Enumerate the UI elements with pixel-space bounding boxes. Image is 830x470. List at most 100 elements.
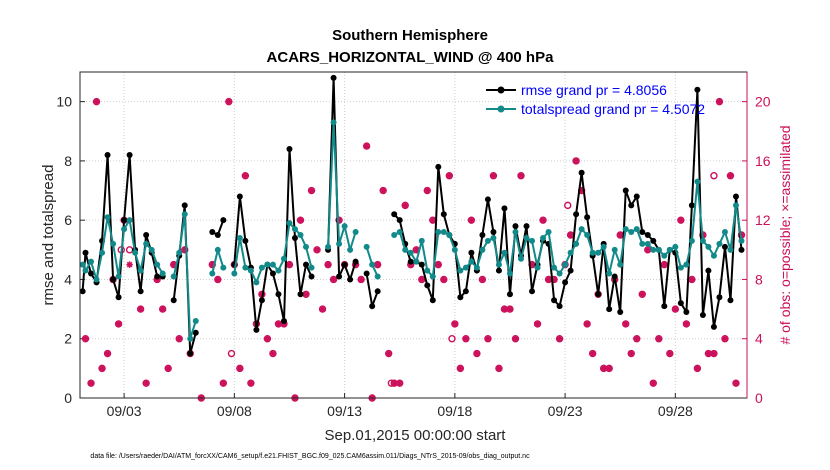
obs-assimilated-marker <box>556 335 563 342</box>
totalspread-point <box>82 267 89 274</box>
obs-assimilated-marker <box>126 261 133 268</box>
rmse-point <box>121 217 128 224</box>
rmse-point <box>418 261 425 268</box>
rmse-point <box>330 74 337 81</box>
rmse-point <box>716 294 723 301</box>
legend-label-spread: totalspread grand pr = 4.5072 <box>521 101 705 117</box>
totalspread-point <box>705 243 712 250</box>
totalspread-point <box>286 220 293 227</box>
rmse-point <box>501 205 508 212</box>
totalspread-point <box>132 249 139 256</box>
y2-axis-label: # of obs: o=possible; ×=assimilated <box>777 125 793 344</box>
obs-assimilated-marker <box>479 276 486 283</box>
totalspread-point <box>336 240 343 247</box>
rmse-point <box>606 306 613 313</box>
obs-assimilated-marker <box>534 320 541 328</box>
obs-assimilated-marker <box>672 305 679 313</box>
obs-assimilated-marker <box>732 379 740 387</box>
obs-assimilated-marker <box>242 172 249 179</box>
obs-assimilated-marker <box>176 335 183 342</box>
totalspread-point <box>534 264 541 271</box>
x-tick-label: 09/23 <box>548 403 583 419</box>
rmse-point <box>79 288 86 295</box>
rmse-point <box>236 193 243 200</box>
chart-subtitle: ACARS_HORIZONTAL_WIND @ 400 hPa <box>267 49 555 66</box>
obs-assimilated-marker <box>379 187 387 194</box>
totalspread-point <box>595 249 602 256</box>
rmse-point <box>396 217 403 224</box>
obs-assimilated-marker <box>391 379 398 387</box>
obs-assimilated-marker <box>677 216 685 224</box>
rmse-point <box>336 273 343 280</box>
chart-title: Southern Hemisphere <box>332 27 488 44</box>
totalspread-point <box>154 261 161 268</box>
rmse-point <box>126 151 133 158</box>
obs-assimilated-marker <box>440 276 448 283</box>
y-tick-label: 0 <box>64 390 72 406</box>
obs-assimilated-marker <box>473 350 481 357</box>
obs-assimilated-marker <box>490 172 497 179</box>
rmse-point <box>468 249 475 256</box>
totalspread-point <box>545 229 552 236</box>
rmse-point <box>644 232 651 238</box>
obs-assimilated-marker <box>628 350 635 357</box>
totalspread-point <box>104 214 111 221</box>
x-axis-ticks: 09/03 09/08 09/13 09/18 09/23 09/28 <box>107 393 693 419</box>
rmse-point <box>705 267 712 274</box>
rmse-point <box>529 288 536 295</box>
totalspread-point <box>468 258 475 265</box>
series-lines <box>79 74 745 357</box>
totalspread-point <box>567 249 574 256</box>
totalspread-point <box>121 226 128 233</box>
obs-assimilated-marker <box>297 216 304 224</box>
y2-tick-label: 20 <box>755 94 771 110</box>
obs-assimilated-marker <box>666 350 674 357</box>
totalspread-point <box>93 276 100 283</box>
totalspread-point <box>418 237 425 244</box>
obs-assimilated-marker <box>159 305 166 313</box>
totalspread-point <box>291 226 298 233</box>
obs-assimilated-marker <box>716 98 723 105</box>
obs-assimilated-marker <box>457 365 464 372</box>
totalspread-point <box>611 246 618 253</box>
totalspread-point <box>99 249 106 256</box>
totalspread-line-segment <box>393 181 743 279</box>
obs-assimilated-marker <box>484 335 492 342</box>
totalspread-point <box>363 243 370 250</box>
rmse-point <box>727 297 734 304</box>
obs-assimilated-marker <box>385 350 392 357</box>
obs-assimilated-marker <box>269 350 277 357</box>
rmse-point <box>275 291 282 298</box>
totalspread-point <box>231 270 238 277</box>
totalspread-point <box>716 240 723 247</box>
rmse-point <box>242 237 249 244</box>
x-tick-label: 09/18 <box>437 403 472 419</box>
totalspread-point <box>451 246 458 253</box>
totalspread-point <box>280 255 287 262</box>
rmse-point <box>214 232 221 238</box>
obs-assimilated-marker <box>655 335 663 342</box>
totalspread-point <box>110 240 117 247</box>
totalspread-point <box>143 240 150 247</box>
obs-assimilated-marker <box>501 305 508 313</box>
rmse-point <box>738 246 745 253</box>
totalspread-point <box>479 246 486 253</box>
obs-assimilated-marker <box>324 261 332 268</box>
totalspread-point <box>170 273 177 280</box>
rmse-point <box>661 303 668 310</box>
rmse-point <box>567 267 574 274</box>
obs-assimilated-marker <box>539 216 547 224</box>
y-tick-label: 2 <box>64 331 72 347</box>
obs-assimilated-marker <box>335 216 343 224</box>
totalspread-point <box>589 249 596 256</box>
rmse-point <box>88 270 95 277</box>
totalspread-point <box>639 240 646 247</box>
obs-assimilated-marker <box>93 98 100 105</box>
rmse-point <box>258 297 265 304</box>
totalspread-point <box>655 246 662 253</box>
obs-assimilated-marker <box>98 365 106 372</box>
totalspread-point <box>126 217 133 224</box>
totalspread-point <box>501 249 508 256</box>
obs-assimilated-marker <box>446 172 453 179</box>
